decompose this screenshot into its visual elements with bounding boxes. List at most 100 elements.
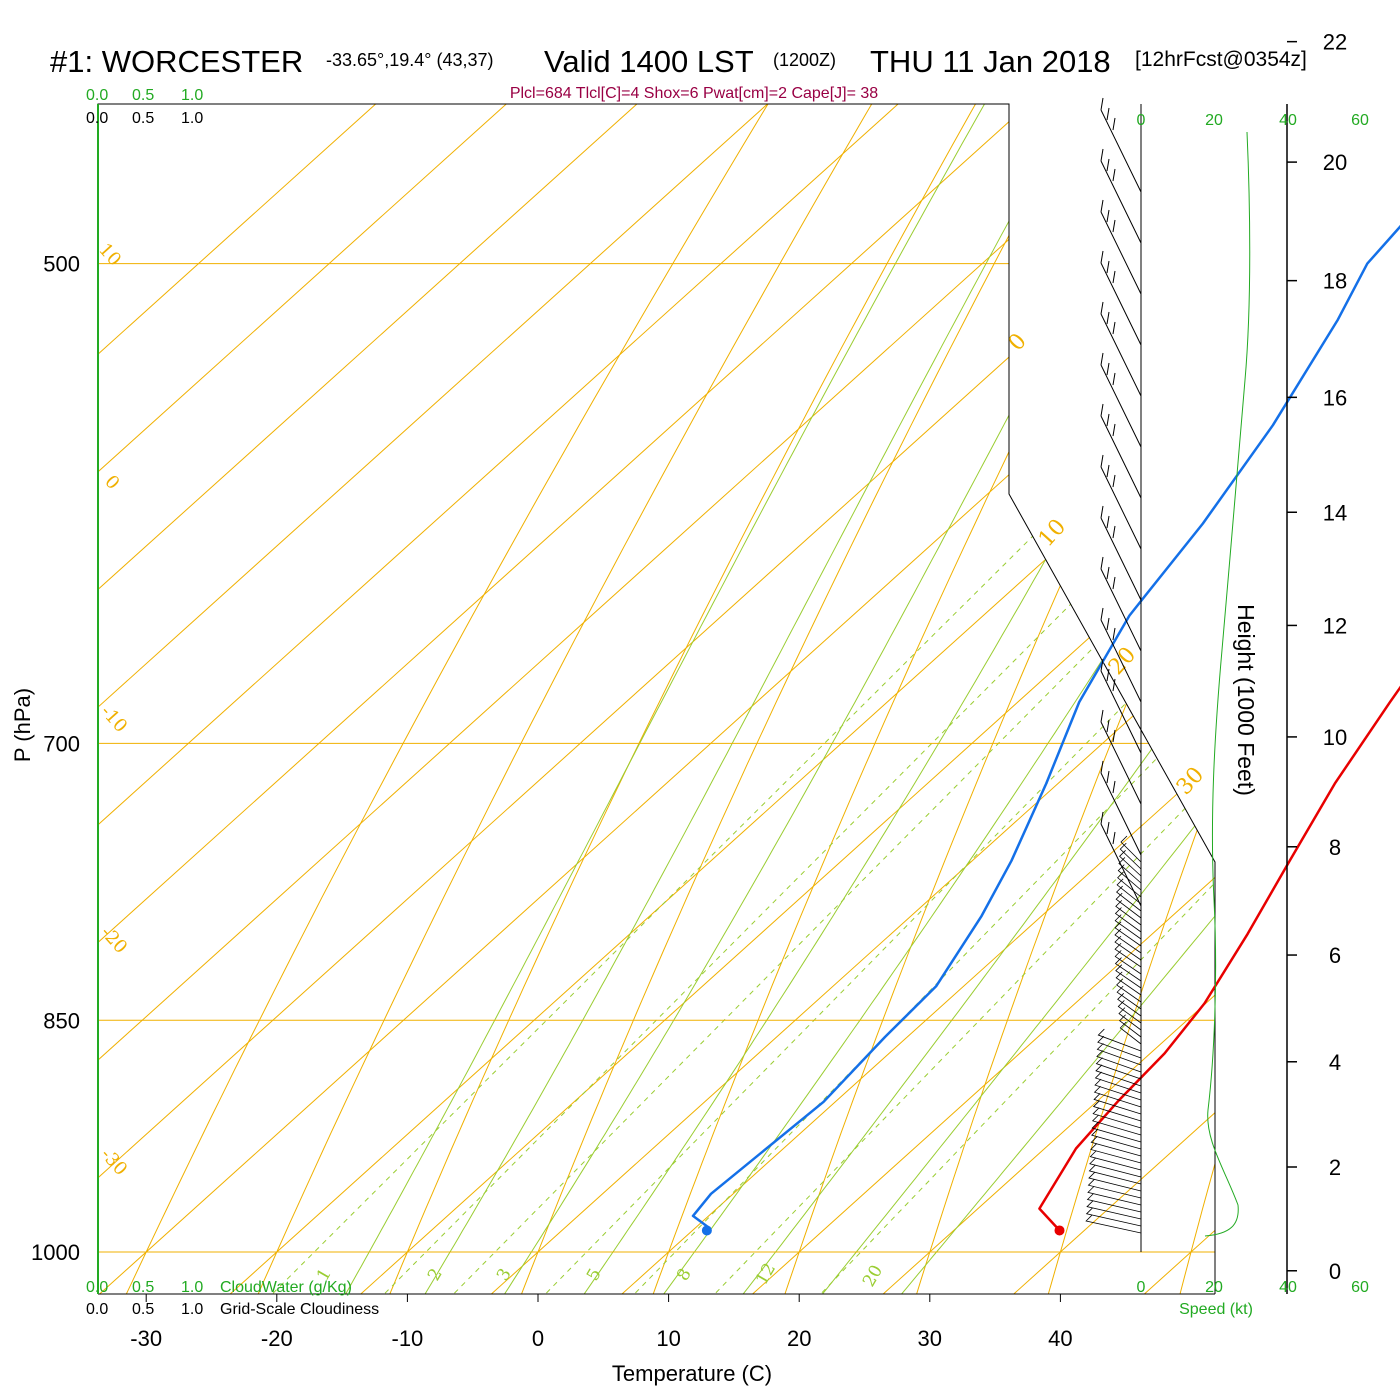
wind-barb [1100,199,1142,295]
wind-barb [1115,892,1142,919]
isotherm-label: 10 [1034,514,1071,552]
isotherm-label: -20 [96,922,131,958]
mixing-ratio-line [426,104,1215,1294]
mixing-ratio-line [687,104,1215,1294]
wind-barb [1100,301,1142,397]
isotherm-line [98,104,1215,1294]
wind-barb [1120,835,1142,863]
station-name: #1: WORCESTER [50,44,303,79]
wind-barb [1114,942,1142,968]
wind-barb [1093,1085,1142,1108]
wind-barb [1117,871,1142,898]
wind-barb [1119,842,1142,870]
wind-barb [1114,928,1142,954]
wind-barb-column [1085,97,1251,1252]
wind-barb [1089,1150,1142,1171]
cloudiness-tick-label: 0.0 [86,1301,108,1318]
cloudiness-tick-label: 0.5 [132,1301,154,1318]
wind-barb [1094,1071,1142,1094]
temperature-tick-label: 30 [918,1326,942,1351]
isotherm-line [98,104,1215,1294]
wind-barb [1096,1050,1142,1073]
speed-axis-label: Speed (kt) [1179,1301,1253,1318]
wind-barb [1093,1093,1142,1115]
wind-barb [1114,921,1142,947]
isotherm-line [329,104,1215,1294]
wind-barb [1117,1000,1142,1024]
cloud-tick-label: 0.5 [132,1279,154,1296]
cloud-tick-label: 1.0 [181,87,203,104]
wind-barb [1090,1143,1142,1164]
isotherm-line [721,104,1215,1294]
cloud-tick-label: 0.0 [86,87,108,104]
wind-barb [1086,1193,1142,1213]
wind-barb [1100,148,1142,244]
temperature-tick-label: 10 [656,1326,680,1351]
wind-barb [1100,709,1142,805]
isotherm-line [591,104,1215,1294]
temperature-line [1038,685,1400,1232]
dry-adiabat-line [1040,104,1215,1294]
pressure-tick-label: 500 [43,252,80,277]
temperature-axis: -30 -20 -10 0 10 20 30 40 [130,1294,1073,1351]
mixing-ratio-label: 8 [673,1265,696,1284]
isotherm-labels: 10 0 -10 -20 -30 0 10 20 30 [94,239,1209,1180]
temperature-tick-label: -30 [130,1326,162,1351]
moist-adiabat-line [408,104,1215,1294]
pressure-tick-label: 850 [43,1008,80,1033]
isotherm-line [98,104,1215,1294]
wind-barb [1095,1064,1142,1087]
speed-tick-label: 40 [1279,112,1297,129]
height-tick-label: 12 [1323,613,1347,638]
isotherm-label: 0 [1004,329,1032,356]
wind-barb [1094,1078,1142,1101]
speed-tick-label: 40 [1279,1279,1297,1296]
mixing-ratio-line [518,104,1215,1294]
mixing-ratio-label: 2 [424,1265,447,1284]
wind-barb [1100,97,1142,193]
wind-barb [1100,760,1142,856]
isotherm-line [98,104,1215,1294]
speed-axis-top: 0 20 40 60 [1137,112,1369,129]
speed-tick-label: 20 [1205,112,1223,129]
moist-adiabat-line [564,104,1215,1294]
isotherm-line [98,104,1215,1294]
isotherm-line [199,104,1215,1294]
wind-barb [1119,1021,1142,1045]
wind-barb [1116,878,1142,905]
moist-adiabat-line [799,104,1215,1294]
mixing-ratio-label: 12 [752,1260,780,1289]
pressure-tick-label: 1000 [31,1240,80,1265]
wind-barb [1096,1043,1142,1066]
dry-adiabat-line [510,104,1215,1294]
wind-barb [1100,607,1142,703]
height-tick-label: 6 [1329,943,1341,968]
temperature-tick-label: 40 [1048,1326,1072,1351]
temperature-tick-label: -10 [392,1326,424,1351]
cloudiness-label: Grid-Scale Cloudiness [220,1301,379,1318]
dewpoint-line [691,224,1400,1229]
wind-barb [1119,1014,1142,1038]
speed-tick-label: 0 [1137,1279,1146,1296]
speed-tick-label: 20 [1205,1279,1223,1296]
wind-barb [1089,1157,1142,1178]
valid-date: THU 11 Jan 2018 [870,44,1111,79]
wind-barb [1117,864,1142,891]
wind-barb [1114,957,1142,982]
wind-speed-profile [1204,131,1251,1237]
wind-barb [1100,556,1142,652]
dewpoint-points [693,0,1400,1228]
wind-barb [1086,1200,1142,1220]
wind-barb [1116,978,1142,1003]
cloud-tick-label: 0.5 [132,87,154,104]
speed-tick-label: 60 [1351,1279,1369,1296]
pressure-tick-label: 700 [43,731,80,756]
wind-barb [1100,658,1142,754]
speed-axis-bottom: 0 20 40 60 Speed (kt) [1137,1279,1369,1318]
dry-adiabat-line [245,104,1215,1294]
cloudiness-tick-label: 1.0 [181,110,203,127]
isobar-lines [98,263,1215,1253]
height-tick-label: 16 [1323,385,1347,410]
isotherm-line [98,104,1215,1294]
mixing-ratio-label: 20 [859,1262,887,1291]
